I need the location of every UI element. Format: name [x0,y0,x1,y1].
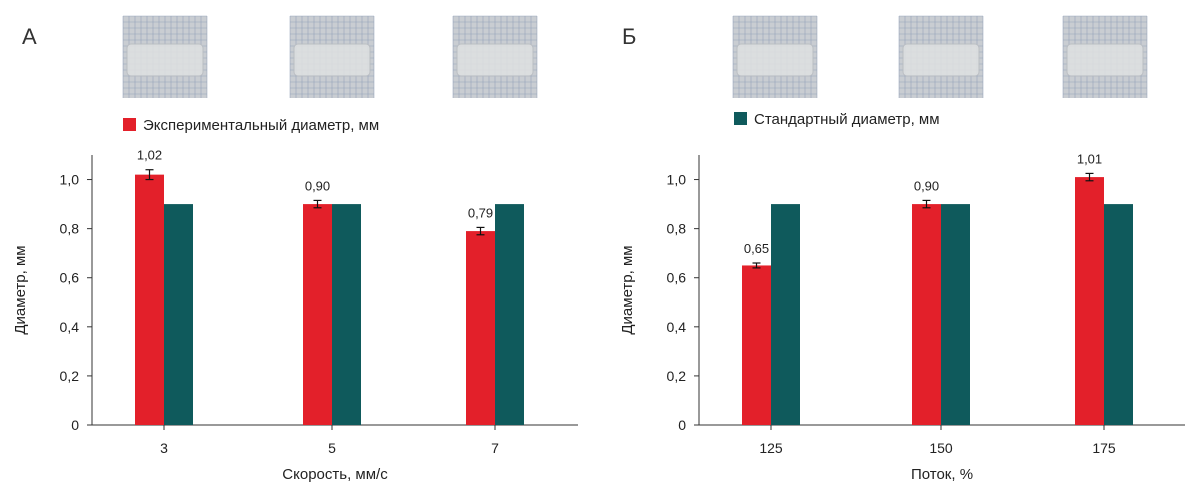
panel-letter-a: А [22,24,37,49]
y-tick-label: 1,0 [667,172,687,188]
y-tick-label: 0,2 [60,368,80,384]
y-tick-label: 0,8 [60,221,80,237]
sample-photo [122,15,208,98]
legend-experimental: Экспериментальный диаметр, мм [123,117,379,134]
x-tick-label: 3 [160,440,168,456]
sample-photo [898,15,984,98]
x-tick-label: 7 [491,440,499,456]
bar-experimental [742,265,771,425]
y-tick-label: 0,6 [60,270,80,286]
y-tick-label: 0,4 [60,319,80,335]
y-tick-label: 0,6 [667,270,687,286]
bar-standard [495,204,524,425]
bar-experimental [135,174,164,425]
x-tick-label: 150 [929,440,953,456]
x-axis-label: Поток, % [911,466,973,483]
data-label: 0,79 [468,205,493,220]
y-tick-label: 0 [678,417,686,433]
y-axis-label: Диаметр, мм [12,245,29,334]
data-label: 1,01 [1077,151,1102,166]
chart-a: 0 0,2 0,4 0,6 0,8 1,0 3 5 7 Скорость, мм/с Диаметр… [12,148,578,483]
x-tick-label: 175 [1092,440,1116,456]
bar-experimental [1075,177,1104,425]
bar-standard [332,204,361,425]
data-label: 0,65 [744,241,769,256]
data-label: 0,90 [914,178,939,193]
bar-standard [164,204,193,425]
y-tick-label: 0,2 [667,368,687,384]
x-axis-label: Скорость, мм/с [282,466,388,483]
legend-label-experimental: Экспериментальный диаметр, мм [143,117,379,134]
sample-photo [452,15,538,98]
x-tick-label: 5 [328,440,336,456]
y-axis-label: Диаметр, мм [619,245,636,334]
legend-label-standard: Стандартный диаметр, мм [754,111,940,128]
sample-photo [1062,15,1148,98]
y-tick-label: 0,4 [667,319,687,335]
y-tick-label: 0,8 [667,221,687,237]
y-tick-label: 1,0 [60,172,80,188]
bar-standard [771,204,800,425]
sample-photo [289,15,375,98]
y-tick-label: 0 [71,417,79,433]
data-label: 0,90 [305,178,330,193]
legend-swatch-experimental [123,118,136,131]
bar-experimental [912,204,941,425]
bar-experimental [466,231,495,425]
x-tick-label: 125 [759,440,783,456]
sample-photo [732,15,818,98]
bar-experimental [303,204,332,425]
bar-standard [1104,204,1133,425]
panel-letter-b: Б [622,24,636,49]
legend-standard: Стандартный диаметр, мм [734,111,940,128]
legend-swatch-standard [734,112,747,125]
data-label: 1,02 [137,148,162,163]
chart-b: 0 0,2 0,4 0,6 0,8 1,0 125 150 175 Поток, % Диаметр… [619,151,1185,483]
bar-standard [941,204,970,425]
